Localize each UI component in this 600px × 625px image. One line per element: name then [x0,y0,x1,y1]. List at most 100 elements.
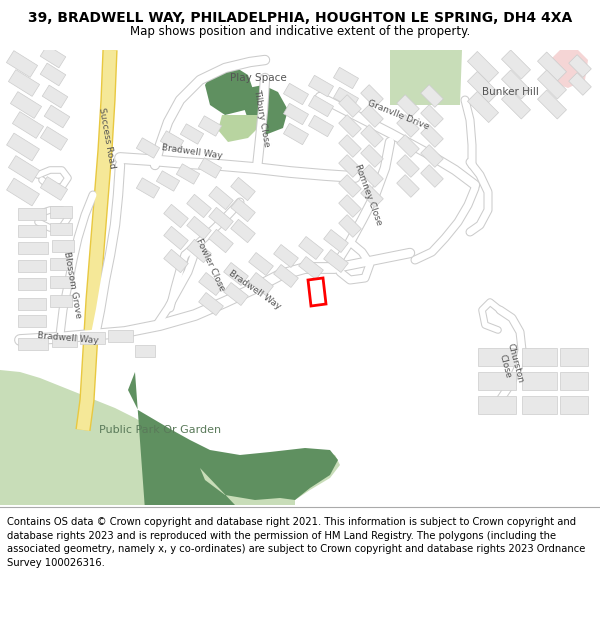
Polygon shape [40,127,68,151]
Polygon shape [323,249,349,272]
Polygon shape [421,124,443,148]
Text: Granvlle Drive: Granvlle Drive [366,99,430,131]
Polygon shape [467,71,499,102]
Polygon shape [44,105,70,128]
Polygon shape [199,158,221,178]
Polygon shape [209,208,233,231]
Polygon shape [299,236,323,259]
Polygon shape [164,204,188,228]
Polygon shape [187,216,211,239]
Polygon shape [569,54,592,78]
Polygon shape [397,94,419,118]
Polygon shape [361,164,383,188]
Polygon shape [224,282,248,306]
Text: 39, BRADWELL WAY, PHILADELPHIA, HOUGHTON LE SPRING, DH4 4XA: 39, BRADWELL WAY, PHILADELPHIA, HOUGHTON… [28,11,572,25]
Polygon shape [522,348,557,366]
Polygon shape [10,92,41,118]
Polygon shape [334,68,359,89]
Polygon shape [361,84,383,107]
Polygon shape [361,184,383,208]
Polygon shape [334,88,359,109]
Text: Tilbury Close: Tilbury Close [253,88,272,148]
Polygon shape [502,70,530,99]
Polygon shape [136,177,160,198]
Polygon shape [7,178,40,206]
Polygon shape [199,292,223,316]
Polygon shape [80,332,105,344]
Polygon shape [231,219,255,243]
Polygon shape [283,83,308,105]
Text: Contains OS data © Crown copyright and database right 2021. This information is : Contains OS data © Crown copyright and d… [7,517,586,568]
Polygon shape [7,133,40,161]
Polygon shape [50,295,72,307]
Polygon shape [164,226,188,249]
Polygon shape [18,338,48,350]
Polygon shape [209,229,233,253]
Polygon shape [199,272,223,296]
Text: Bradwell Way: Bradwell Way [37,331,99,345]
Polygon shape [176,164,200,184]
Polygon shape [502,50,530,79]
Polygon shape [560,372,588,390]
Polygon shape [274,244,298,268]
Polygon shape [548,50,588,88]
Polygon shape [308,95,334,117]
Polygon shape [7,51,38,78]
Polygon shape [421,164,443,188]
Polygon shape [397,174,419,198]
Text: Map shows position and indicative extent of the property.: Map shows position and indicative extent… [130,24,470,38]
Polygon shape [338,134,361,158]
Polygon shape [478,348,516,366]
Polygon shape [42,85,68,108]
Polygon shape [209,186,233,209]
Polygon shape [283,103,308,125]
Text: Romney Close: Romney Close [353,163,383,227]
Polygon shape [135,345,155,357]
Polygon shape [467,91,499,123]
Polygon shape [560,396,588,414]
Polygon shape [50,276,72,288]
Polygon shape [361,104,383,127]
Text: Churston
Close: Churston Close [496,342,524,388]
Polygon shape [478,372,516,390]
Polygon shape [338,154,361,178]
Polygon shape [248,253,274,276]
Polygon shape [128,372,338,510]
Polygon shape [538,52,566,81]
Polygon shape [421,104,443,127]
Polygon shape [569,72,592,96]
Polygon shape [397,154,419,178]
Polygon shape [108,330,133,342]
Polygon shape [421,84,443,107]
Text: Bradwell Way: Bradwell Way [161,143,223,161]
Polygon shape [18,242,48,254]
Polygon shape [538,90,566,119]
Polygon shape [50,206,72,218]
Polygon shape [224,262,248,286]
Polygon shape [160,131,184,151]
Polygon shape [13,112,44,138]
Polygon shape [0,370,340,510]
Polygon shape [390,50,462,105]
Text: Fowler Close: Fowler Close [194,238,226,292]
Polygon shape [274,264,298,288]
Polygon shape [467,51,499,82]
Polygon shape [50,223,72,235]
Polygon shape [18,208,46,220]
Polygon shape [299,256,323,279]
Polygon shape [338,174,361,198]
Polygon shape [361,144,383,168]
Text: Public Park Or Garden: Public Park Or Garden [99,425,221,435]
Polygon shape [18,278,46,290]
Polygon shape [231,198,255,222]
Polygon shape [231,177,255,201]
Polygon shape [502,90,530,119]
Polygon shape [323,229,349,253]
Polygon shape [338,94,361,118]
Polygon shape [248,272,274,296]
Polygon shape [8,156,40,182]
Polygon shape [40,45,66,68]
Polygon shape [200,468,295,510]
Text: Blossom Grove: Blossom Grove [62,251,82,319]
Polygon shape [397,134,419,158]
